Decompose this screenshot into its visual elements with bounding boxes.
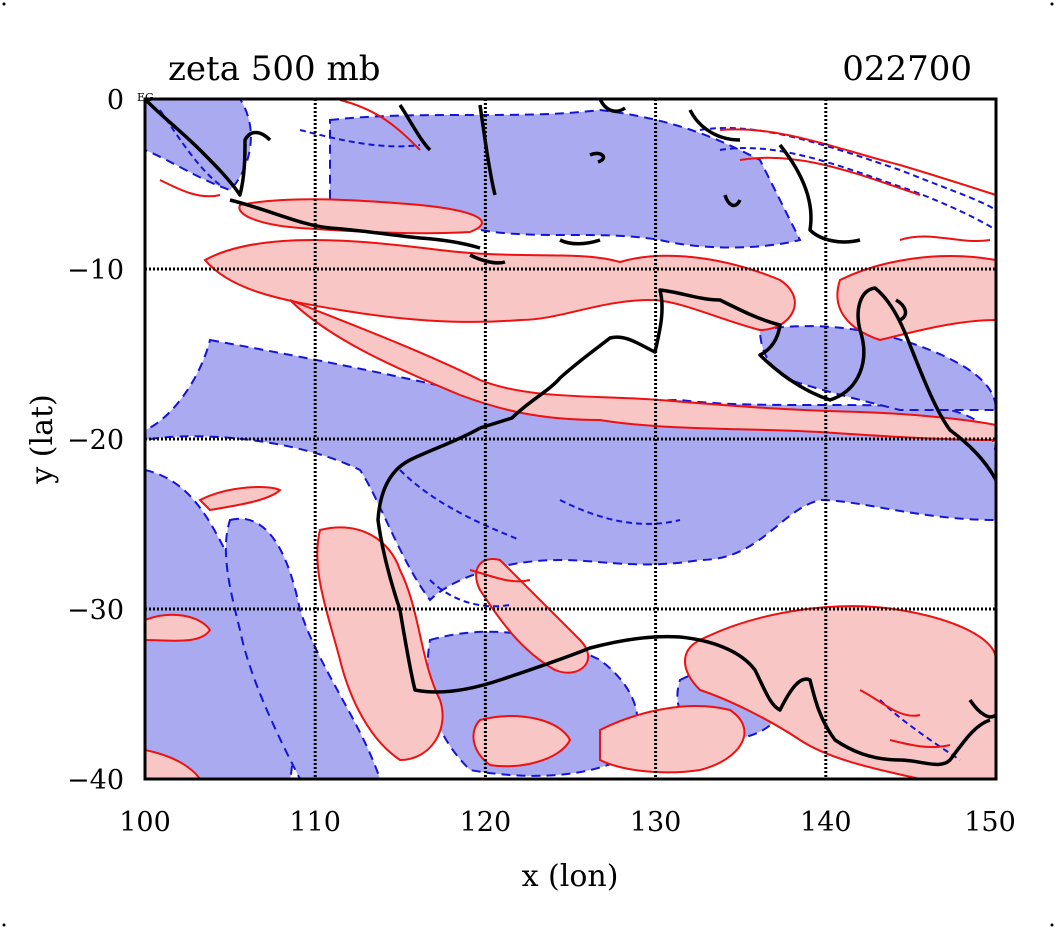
x-tick-label: 120 bbox=[460, 807, 512, 838]
plot-frame bbox=[143, 97, 998, 781]
coastlines bbox=[145, 99, 996, 767]
x-axis-label: x (lon) bbox=[522, 859, 619, 894]
corner-tag: EG bbox=[137, 91, 154, 104]
date-code: 022700 bbox=[842, 49, 972, 89]
x-tick-label: 140 bbox=[800, 807, 852, 838]
x-tick-label: 130 bbox=[630, 807, 682, 838]
chart-title: zeta 500 mb bbox=[168, 49, 380, 89]
x-tick-label: 110 bbox=[289, 807, 341, 838]
y-axis-label: y (lat) bbox=[25, 394, 60, 484]
positive-vorticity-regions bbox=[145, 198, 996, 779]
y-tick-label: 0 bbox=[107, 85, 124, 116]
y-tick-labels: 0 −10 −20 −30 −40 bbox=[67, 85, 124, 796]
x-tick-labels: 100 110 120 130 140 150 bbox=[119, 807, 1016, 838]
y-tick-label: −20 bbox=[67, 425, 124, 456]
x-tick-label: 100 bbox=[119, 807, 171, 838]
y-tick-label: −40 bbox=[67, 765, 124, 796]
x-tick-label: 150 bbox=[964, 807, 1016, 838]
y-tick-label: −30 bbox=[67, 595, 124, 626]
graticule bbox=[145, 99, 996, 779]
y-tick-label: −10 bbox=[67, 255, 124, 286]
